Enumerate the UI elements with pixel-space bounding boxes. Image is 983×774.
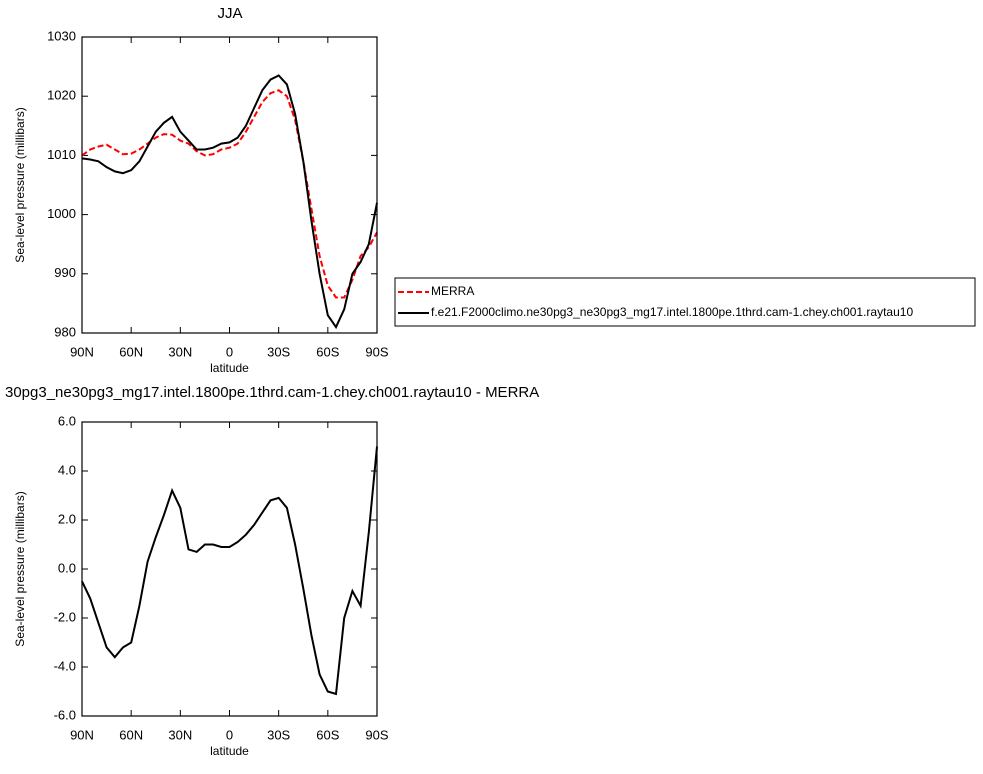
y-tick-label: 0.0 (58, 560, 76, 575)
x-tick-label: 30N (168, 727, 192, 742)
x-tick-label: 90N (70, 727, 94, 742)
chart-title: 30pg3_ne30pg3_mg17.intel.1800pe.1thrd.ca… (5, 384, 539, 401)
y-tick-label: -2.0 (54, 609, 76, 624)
chart-title: JJA (217, 5, 242, 22)
x-axis-label: latitude (210, 744, 249, 758)
y-tick-label: 1010 (47, 147, 76, 162)
legend-label: f.e21.F2000climo.ne30pg3_ne30pg3_mg17.in… (431, 305, 913, 319)
x-axis-label: latitude (210, 361, 249, 375)
y-tick-label: 4.0 (58, 462, 76, 477)
y-tick-label: 6.0 (58, 413, 76, 428)
plot-frame (81, 421, 378, 717)
y-axis-label: Sea-level pressure (millibars) (13, 107, 27, 262)
x-tick-label: 60S (316, 727, 339, 742)
y-tick-label: 1030 (47, 28, 76, 43)
plot-frame (81, 36, 378, 334)
x-tick-label: 0 (226, 727, 233, 742)
y-tick-label: 2.0 (58, 511, 76, 526)
x-tick-label: 0 (226, 344, 233, 359)
data-line (81, 74, 378, 330)
legend-box (394, 277, 976, 327)
x-tick-label: 90S (365, 727, 388, 742)
y-tick-label: 1000 (47, 206, 76, 221)
y-axis-label: Sea-level pressure (millibars) (13, 491, 27, 646)
x-tick-label: 60N (119, 727, 143, 742)
x-tick-label: 60N (119, 344, 143, 359)
x-tick-label: 30N (168, 344, 192, 359)
y-tick-label: -4.0 (54, 658, 76, 673)
x-tick-label: 90N (70, 344, 94, 359)
legend-label: MERRA (431, 284, 474, 298)
x-tick-label: 30S (267, 344, 290, 359)
x-tick-label: 60S (316, 344, 339, 359)
y-tick-label: 980 (54, 324, 76, 339)
y-tick-label: 990 (54, 265, 76, 280)
y-tick-label: 1020 (47, 88, 76, 103)
data-line (81, 89, 378, 299)
data-line (81, 446, 378, 696)
y-tick-label: -6.0 (54, 707, 76, 722)
x-tick-label: 90S (365, 344, 388, 359)
x-tick-label: 30S (267, 727, 290, 742)
